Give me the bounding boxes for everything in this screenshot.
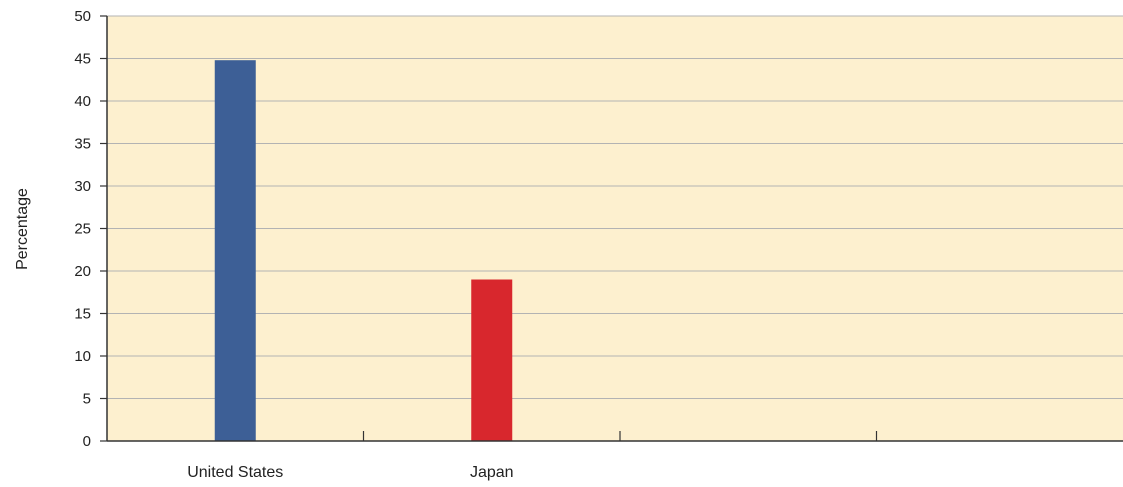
y-tick-label: 50 [74, 8, 91, 25]
gridlines [107, 15, 1123, 399]
bar [471, 279, 513, 441]
y-tick-label: 30 [74, 178, 91, 195]
y-ticks: 0 5 10 15 20 25 30 35 40 45 50 [74, 8, 107, 450]
y-tick-label: 15 [74, 306, 91, 323]
y-tick-label: 40 [74, 93, 91, 110]
x-category-label: United States [187, 464, 283, 481]
y-tick-label: 45 [74, 51, 91, 68]
y-tick-label: 5 [83, 391, 91, 408]
y-tick-label: 35 [74, 136, 91, 153]
y-tick-label: 0 [83, 433, 91, 450]
bars [214, 60, 513, 441]
y-tick-label: 20 [74, 263, 91, 280]
y-tick-label: 10 [74, 348, 91, 365]
bar [214, 60, 256, 441]
y-axis-title: Percentage [14, 188, 31, 270]
x-ticks: United States Japan [187, 431, 878, 481]
y-tick-label: 25 [74, 221, 91, 238]
x-category-label: Japan [470, 464, 514, 481]
